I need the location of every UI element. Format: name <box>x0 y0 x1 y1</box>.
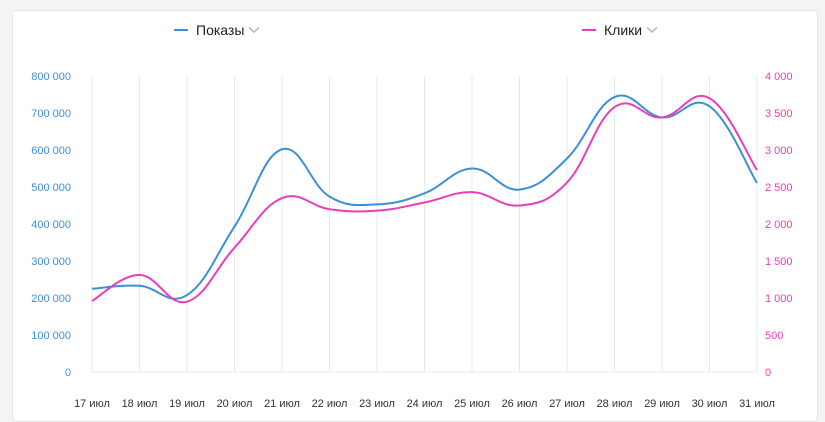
y-right-tick-label: 4 000 <box>765 71 793 83</box>
y-left-tick-label: 100 000 <box>31 330 71 342</box>
x-tick-label: 21 июл <box>264 398 300 410</box>
y-left-tick-label: 800 000 <box>31 71 71 83</box>
x-tick-label: 31 июл <box>739 398 775 410</box>
y-left-tick-label: 0 <box>65 367 71 379</box>
x-tick-label: 28 июл <box>597 398 633 410</box>
y-right-tick-label: 1 000 <box>765 293 793 305</box>
x-tick-label: 22 июл <box>312 398 348 410</box>
x-tick-label: 20 июл <box>217 398 253 410</box>
x-tick-label: 24 июл <box>407 398 443 410</box>
y-right-tick-label: 1 500 <box>765 256 793 268</box>
y-left-tick-label: 400 000 <box>31 219 71 231</box>
y-left-tick-label: 200 000 <box>31 293 71 305</box>
y-right-tick-label: 500 <box>765 330 783 342</box>
y-right-tick-label: 0 <box>765 367 771 379</box>
y-right-tick-label: 3 500 <box>765 108 793 120</box>
y-right-tick-label: 2 500 <box>765 182 793 194</box>
y-right-tick-label: 3 000 <box>765 145 793 157</box>
x-tick-label: 18 июл <box>122 398 158 410</box>
x-tick-label: 17 июл <box>74 398 110 410</box>
x-tick-label: 23 июл <box>359 398 395 410</box>
y-right-tick-label: 2 000 <box>765 219 793 231</box>
y-left-tick-label: 600 000 <box>31 145 71 157</box>
x-tick-label: 27 июл <box>549 398 585 410</box>
y-left-tick-label: 500 000 <box>31 182 71 194</box>
y-left-tick-label: 300 000 <box>31 256 71 268</box>
x-tick-label: 29 июл <box>644 398 680 410</box>
x-tick-label: 26 июл <box>502 398 538 410</box>
x-tick-label: 25 июл <box>454 398 490 410</box>
y-left-tick-label: 700 000 <box>31 108 71 120</box>
x-tick-label: 30 июл <box>692 398 728 410</box>
x-tick-label: 19 июл <box>169 398 205 410</box>
